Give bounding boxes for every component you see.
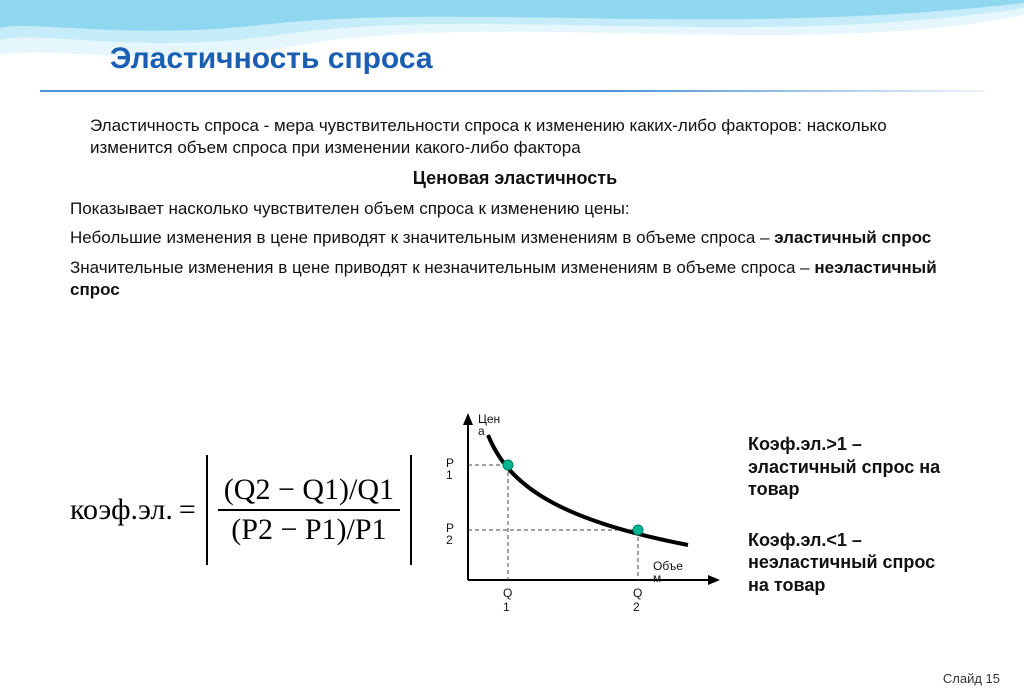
line-inelastic: Значительные изменения в цене приводят к… [70, 257, 960, 301]
y-axis-title: Цена [478, 412, 500, 438]
line-inelastic-prefix: Значительные изменения в цене приводят к… [70, 258, 814, 277]
xtick-q2: Q2 [633, 586, 642, 614]
inelastic-result: Коэф.эл.<1 – неэластичный спрос на товар [748, 529, 960, 597]
title-underline [40, 90, 984, 92]
definition-text: Эластичность спроса - мера чувствительно… [90, 115, 960, 159]
slide-number: Слайд 15 [943, 671, 1000, 686]
x-axis-title: Объем [653, 559, 683, 585]
demand-curve [488, 435, 688, 545]
elastic-desc: эластичный спрос на товар [748, 457, 940, 500]
interpretation-labels: Коэф.эл.>1 – эластичный спрос на товар К… [748, 433, 960, 624]
fraction: (Q2 − Q1)/Q1 (P2 − P1)/P1 [218, 471, 400, 549]
abs-bar-left [206, 455, 208, 565]
ytick-p1: P1 [446, 456, 454, 482]
xtick-q1: Q1 [503, 586, 512, 614]
denominator: (P2 − P1)/P1 [225, 511, 392, 549]
ytick-p2: P2 [446, 521, 454, 547]
equals-sign: = [179, 493, 196, 527]
elasticity-formula: коэф.эл. = (Q2 − Q1)/Q1 (P2 − P1)/P1 [70, 455, 416, 565]
formula-lhs: коэф.эл. [70, 493, 173, 527]
inelastic-coef: Коэф.эл.<1 – [748, 530, 862, 550]
elastic-result: Коэф.эл.>1 – эластичный спрос на товар [748, 433, 960, 501]
inelastic-desc: неэластичный спрос на товар [748, 552, 935, 595]
line-elastic-prefix: Небольшие изменения в цене приводят к зн… [70, 228, 774, 247]
marker-p1 [503, 460, 513, 470]
chart-svg: Цена Объем P1 P2 Q1 Q2 [428, 405, 738, 655]
line-elastic: Небольшие изменения в цене приводят к зн… [70, 227, 960, 249]
content-area: Эластичность спроса - мера чувствительно… [70, 115, 960, 309]
line-sensitivity: Показывает насколько чувствителен объем … [70, 198, 960, 220]
slide-title: Эластичность спроса [110, 42, 433, 76]
bottom-row: коэф.эл. = (Q2 − Q1)/Q1 (P2 − P1)/P1 [70, 405, 960, 655]
y-arrow [463, 413, 473, 425]
abs-bar-right [410, 455, 412, 565]
line-elastic-term: эластичный спрос [774, 228, 931, 247]
demand-curve-chart: Цена Объем P1 P2 Q1 Q2 [428, 405, 738, 655]
x-arrow [708, 575, 720, 585]
marker-p2 [633, 525, 643, 535]
elastic-coef: Коэф.эл.>1 – [748, 434, 862, 454]
numerator: (Q2 − Q1)/Q1 [218, 471, 400, 509]
subheading: Ценовая эластичность [70, 167, 960, 190]
